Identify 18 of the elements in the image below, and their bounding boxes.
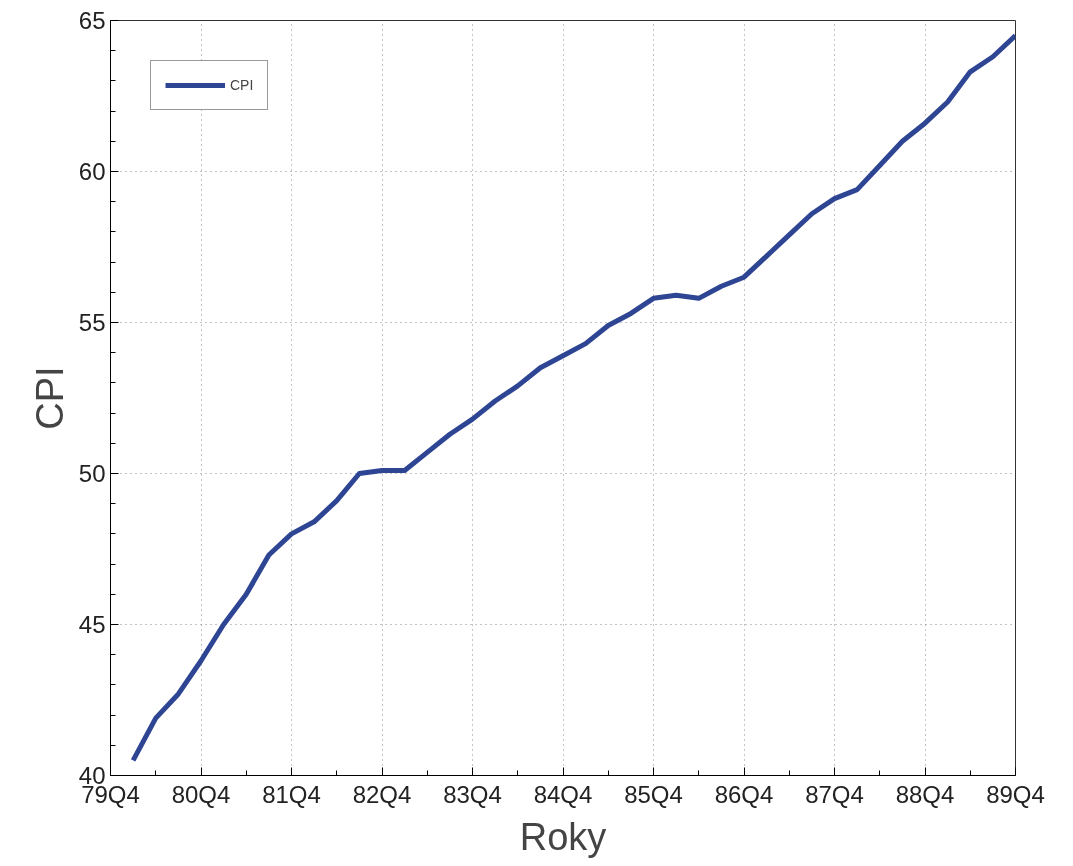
x-tick-label: 81Q4 <box>262 780 321 808</box>
x-tick-label: 84Q4 <box>533 780 593 808</box>
legend-label: CPI <box>230 77 254 93</box>
y-tick-label: 50 <box>78 460 106 487</box>
x-tick-label: 80Q4 <box>171 780 231 808</box>
x-tick-label: 86Q4 <box>714 780 774 808</box>
x-tick-label: 88Q4 <box>895 780 955 808</box>
x-tick-label: 82Q4 <box>352 780 412 808</box>
x-tick-label: 85Q4 <box>624 780 683 808</box>
x-axis-title: Roky <box>519 815 607 858</box>
x-tick-label: 87Q4 <box>805 780 864 808</box>
x-tick-label: 83Q4 <box>443 780 502 808</box>
x-tick-label: 89Q4 <box>986 780 1045 808</box>
y-tick-label: 60 <box>78 158 106 185</box>
y-axis-title: CPI <box>28 366 71 430</box>
y-tick-label: 65 <box>78 7 106 34</box>
y-tick-label: 55 <box>78 309 106 336</box>
y-tick-label: 45 <box>78 611 106 638</box>
